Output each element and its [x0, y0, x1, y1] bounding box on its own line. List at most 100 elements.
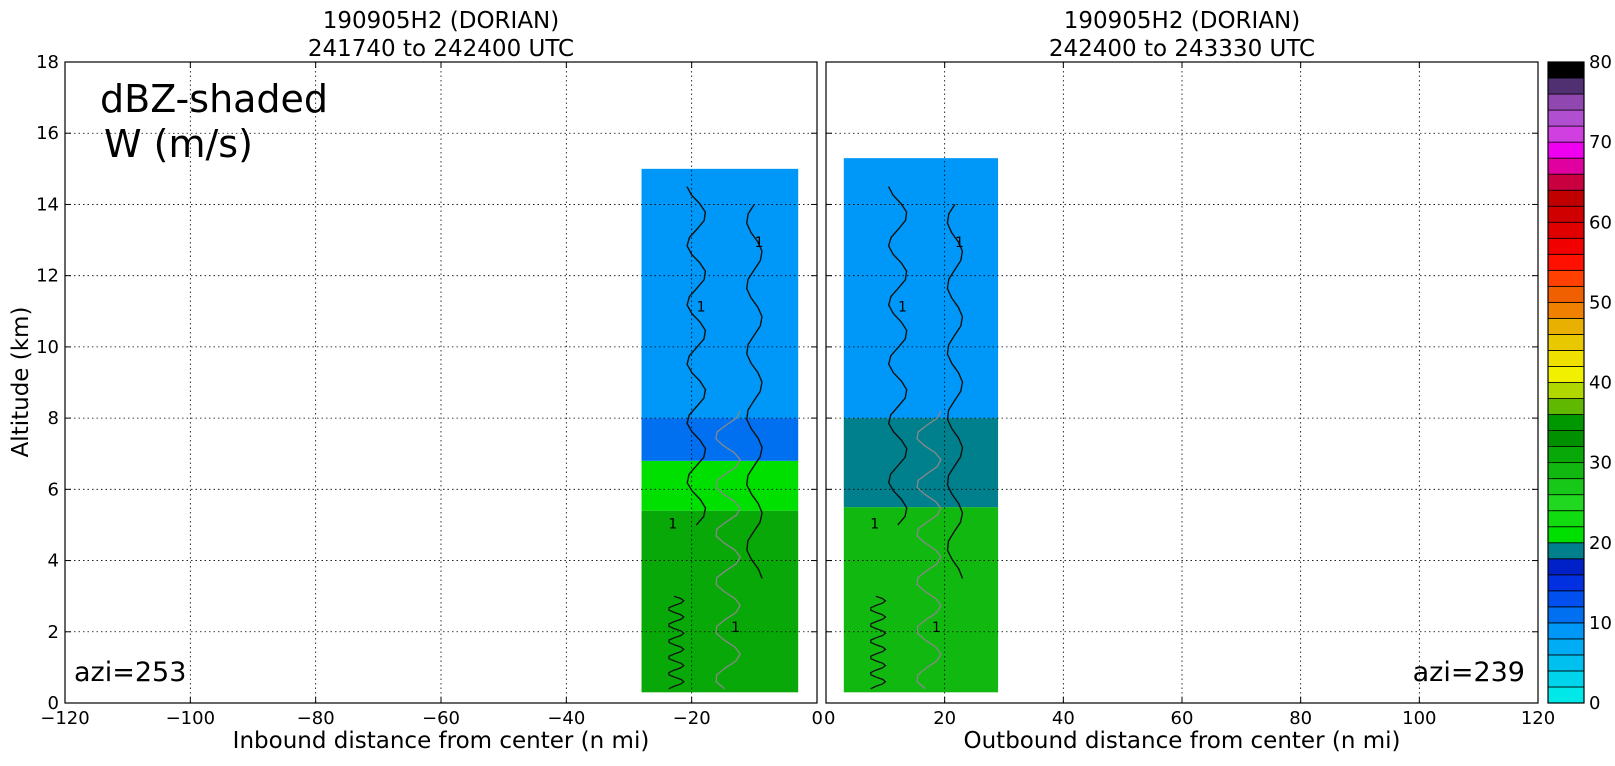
colorbar-segment: [1547, 606, 1585, 624]
x-tick-label: −20: [673, 708, 711, 729]
colorbar-tick-label: 70: [1589, 132, 1612, 153]
left-w-contours: 1 1 1 1: [668, 186, 764, 690]
colorbar-segment: [1547, 590, 1585, 608]
left-azimuth-label: azi=253: [74, 657, 186, 688]
colorbar-segment: [1547, 526, 1585, 544]
w-contour-line: [745, 204, 763, 579]
w-contour-line: [946, 204, 964, 579]
colorbar-segment: [1547, 686, 1585, 704]
colorbar-segment: [1547, 221, 1585, 239]
right-title-line1: 190905H2 (DORIAN): [1064, 8, 1301, 34]
right-reflectivity-field: [843, 158, 999, 693]
right-ticks: 0 20 40 60 80 100 120: [824, 61, 1555, 729]
w-contour-line: [869, 595, 887, 690]
w-contour-label: 1: [870, 517, 879, 533]
colorbar-segment: [1547, 622, 1585, 640]
y-tick-label: 0: [48, 693, 59, 714]
x-tick-label: 80: [1289, 708, 1312, 729]
x-tick-label: 0: [824, 708, 835, 729]
colorbar-segment: [1547, 189, 1585, 207]
x-tick-label: −60: [422, 708, 460, 729]
right-grid: [826, 62, 1538, 703]
colorbar-segment: [1547, 430, 1585, 448]
colorbar-segment: [1547, 638, 1585, 656]
y-axis-label: Altitude (km): [8, 307, 34, 458]
x-tick-label: 20: [933, 708, 956, 729]
colorbar-tick-label: 10: [1589, 613, 1612, 634]
colorbar-segment: [1547, 141, 1585, 159]
colorbar-segment: [1547, 237, 1585, 255]
x-tick-label: 40: [1052, 708, 1075, 729]
colorbar-segment: [1547, 269, 1585, 287]
right-w-contours: 1 1 1 1: [869, 186, 964, 690]
y-tick-label: 14: [36, 194, 59, 215]
colorbar-segment: [1547, 494, 1585, 512]
colorbar-segment: [1547, 253, 1585, 271]
reflectivity-band: [843, 158, 999, 419]
w-contour-label: 1: [955, 235, 964, 251]
y-tick-label: 12: [36, 266, 59, 287]
left-title-line2: 241740 to 242400 UTC: [308, 36, 574, 62]
w-contour-line: [715, 410, 741, 690]
w-contour-line: [686, 186, 707, 526]
w-contour-line: [668, 595, 685, 690]
w-contour-line: [916, 410, 942, 690]
colorbar-segment: [1547, 334, 1585, 351]
w-contour-label: 1: [697, 299, 706, 315]
right-azimuth-label: azi=239: [1413, 657, 1525, 688]
colorbar-tick-label: 40: [1589, 373, 1612, 394]
colorbar-tick-label: 30: [1589, 453, 1612, 474]
colorbar-segment: [1547, 414, 1585, 431]
colorbar-tick-label: 80: [1589, 52, 1612, 73]
left-ticks: −120 −100 −80 −60 −40 −20 0 0 2 4 6 8 10 12 14 16 18: [36, 52, 823, 729]
colorbar-segment: [1547, 478, 1585, 496]
y-tick-label: 6: [48, 479, 59, 500]
colorbar-segment: [1547, 77, 1585, 95]
reflectivity-band: [641, 168, 799, 419]
y-tick-label: 4: [48, 551, 59, 572]
x-tick-label: −40: [547, 708, 585, 729]
left-x-axis-label: Inbound distance from center (n mi): [233, 728, 650, 754]
colorbar-segment: [1547, 157, 1585, 175]
reflectivity-band: [843, 418, 999, 508]
y-tick-label: 18: [36, 52, 59, 73]
colorbar-tick-label: 20: [1589, 533, 1612, 554]
y-tick-label: 16: [36, 123, 59, 144]
colorbar-frame: [1547, 61, 1585, 704]
w-contour-line: [887, 186, 908, 526]
colorbar-segment: [1547, 93, 1585, 111]
w-contour-label: 1: [898, 299, 907, 315]
colorbar-segment: [1547, 446, 1585, 464]
w-contour-label: 1: [755, 235, 764, 251]
x-tick-label: 120: [1521, 708, 1555, 729]
colorbar-tick-label: 60: [1589, 212, 1612, 233]
x-tick-label: 100: [1402, 708, 1436, 729]
dbz-shaded-annotation: dBZ-shaded: [100, 77, 328, 121]
reflectivity-band: [641, 510, 799, 693]
colorbar: 0 10 20 30 40 50 60 70 80: [1547, 52, 1612, 714]
x-tick-label: −80: [297, 708, 335, 729]
reflectivity-band: [641, 460, 799, 511]
colorbar-segment: [1547, 301, 1585, 319]
colorbar-segment: [1547, 574, 1585, 592]
colorbar-segment: [1547, 670, 1585, 688]
w-contour-label: 1: [668, 517, 677, 533]
right-x-axis-label: Outbound distance from center (n mi): [964, 728, 1401, 754]
reflectivity-band: [641, 418, 799, 461]
colorbar-segment: [1547, 382, 1585, 399]
colorbar-segment: [1547, 366, 1585, 383]
left-reflectivity-field: [641, 168, 799, 693]
colorbar-segment: [1547, 510, 1585, 528]
w-contour-label: 1: [932, 620, 941, 636]
colorbar-segment: [1547, 125, 1585, 143]
colorbar-tick-label: 0: [1589, 693, 1600, 714]
colorbar-segment: [1547, 173, 1585, 191]
x-tick-label: −120: [40, 708, 89, 729]
colorbar-segment: [1547, 350, 1585, 367]
colorbar-tick-label: 50: [1589, 292, 1612, 313]
y-tick-label: 8: [48, 408, 59, 429]
colorbar-segment: [1547, 654, 1585, 672]
y-tick-label: 2: [48, 622, 59, 643]
right-panel: 1 1 1 1 0 20 40 60 80 100 120 190905H2 (DORIAN) 2…: [824, 8, 1555, 754]
y-tick-label: 10: [36, 337, 59, 358]
